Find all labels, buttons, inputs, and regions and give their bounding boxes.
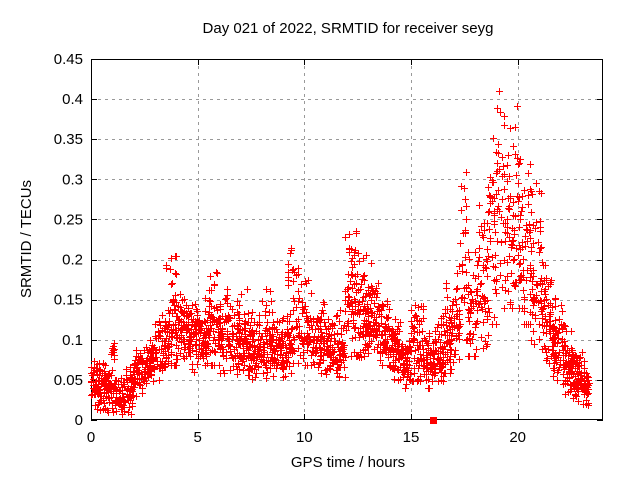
- plot-border: [91, 59, 603, 420]
- data-points-scatter: [88, 88, 593, 418]
- x-axis-label: GPS time / hours: [291, 454, 405, 471]
- tick-labels: 0 5 10 15 20 0 0.05 0.1 0.15 0.2 0.25 0.3 0.35 0.4 0.4…: [54, 51, 526, 446]
- y-tick-label: 0.15: [54, 292, 83, 309]
- y-tick-label: 0.35: [54, 131, 83, 148]
- y-tick-label: 0.25: [54, 211, 83, 228]
- y-tick-label: 0.4: [62, 91, 83, 108]
- grid-lines: [91, 59, 603, 420]
- y-tick-label: 0.45: [54, 51, 83, 68]
- y-tick-label: 0.3: [62, 171, 83, 188]
- chart-title: Day 021 of 2022, SRMTID for receiver sey…: [203, 20, 494, 37]
- x-tick-label: 5: [193, 429, 201, 446]
- x-tick-label: 20: [509, 429, 526, 446]
- outlier-square-marker: [430, 417, 437, 424]
- y-axis-label: SRMTID / TECUs: [18, 180, 35, 298]
- x-tick-label: 0: [87, 429, 95, 446]
- outlier-points: [430, 417, 437, 424]
- x-tick-label: 15: [403, 429, 420, 446]
- y-tick-label: 0: [75, 412, 83, 429]
- y-tick-label: 0.05: [54, 372, 83, 389]
- x-tick-label: 10: [296, 429, 313, 446]
- y-tick-label: 0.2: [62, 252, 83, 269]
- axis-ticks: [91, 59, 603, 421]
- y-tick-label: 0.1: [62, 332, 83, 349]
